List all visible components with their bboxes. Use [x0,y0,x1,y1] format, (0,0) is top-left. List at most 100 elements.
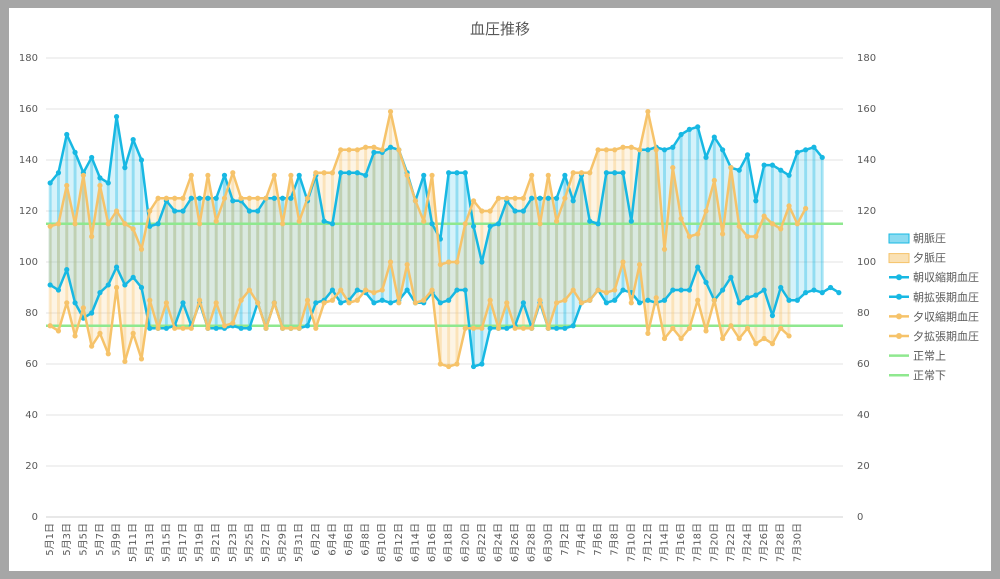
data-point [786,172,792,178]
data-point [711,297,717,303]
band-bar [181,198,185,329]
band-bar [488,211,492,301]
band-bar [530,198,534,329]
data-point [172,195,178,201]
y-tick-label-right: 120 [857,206,876,217]
band-bar [438,264,442,364]
band-bar [563,198,567,301]
data-point [744,233,751,240]
data-point [728,323,734,329]
data-point [553,218,560,224]
band-bar [704,211,708,331]
data-point [329,297,336,303]
data-point [55,221,62,227]
axes: 0 0 20 20 40 40 60 60 80 80 100 100 120 120 140 140 160 1… [19,53,876,562]
band-bar [148,226,152,329]
band-bar [521,211,525,303]
band-bar [297,221,301,329]
data-point [97,175,103,181]
data-point [628,300,634,306]
data-point [470,198,477,204]
band-bar [413,200,417,303]
data-point [363,287,369,293]
data-point [47,282,53,288]
band-bar [737,226,741,339]
data-point [587,297,593,303]
x-tick-label: 7月4日 [575,523,587,556]
band-bar [247,211,251,329]
x-tick-label: 6月22日 [476,523,488,562]
data-point [130,274,136,280]
band-bar [580,172,583,303]
data-point [205,172,211,178]
band-bar [588,221,592,301]
data-point [670,165,676,171]
data-point [446,363,452,370]
data-point [736,223,742,229]
data-point [769,312,776,319]
legend-label: 夕拡張期血圧 [913,329,979,343]
band-bar [571,200,575,326]
band-bar [81,172,85,319]
data-point [678,216,684,222]
data-point [495,325,502,331]
data-point [172,208,178,214]
data-point [329,287,336,293]
legend-swatch [888,253,910,264]
data-point [196,297,203,303]
data-point [72,333,78,339]
data-point [205,195,211,201]
data-point [670,144,676,150]
data-point [97,182,103,189]
series-lines [47,108,842,370]
legend-item: 朝脈圧 [888,231,946,245]
data-point [529,195,535,201]
data-point [553,300,560,306]
band-bar [81,175,85,308]
band-bar [488,226,492,329]
data-point [761,287,767,293]
data-point [562,297,568,303]
data-point [562,195,568,201]
data-point [529,172,535,178]
x-tick-label: 5月27日 [260,523,272,562]
data-point [387,108,394,115]
data-point [296,172,302,178]
data-point [97,330,103,336]
band-bar [164,198,168,303]
band-bar [306,200,309,326]
band-bar [347,149,351,303]
band-bar [380,152,384,301]
data-point [296,218,302,224]
data-point [653,147,659,153]
data-point [64,131,70,138]
band-bar [272,175,276,303]
data-point [230,320,236,326]
y-tick-label-right: 180 [857,53,876,64]
data-point [263,325,269,331]
data-point [138,246,145,252]
data-point [578,300,585,306]
data-point [387,144,394,150]
band-bar [322,172,326,303]
data-point [645,297,651,303]
data-point [363,144,369,150]
band-bar [281,198,285,329]
data-point [487,223,493,229]
band-bar [455,172,459,291]
data-point [329,170,336,176]
band-bar [505,200,509,329]
y-tick-label-right: 60 [857,359,870,370]
x-tick-label: 6月4日 [326,523,338,556]
data-point [296,325,302,331]
legend-item: 正常下 [889,369,946,382]
data-point [89,343,95,349]
band-bar [812,147,816,291]
band-bar [629,221,633,293]
band-bar [604,149,608,293]
data-point [744,152,751,158]
y-tick-label-right: 20 [857,461,870,472]
legend-label: 朝拡張期血圧 [913,290,979,304]
band-bar [364,175,368,293]
data-point [346,147,352,153]
